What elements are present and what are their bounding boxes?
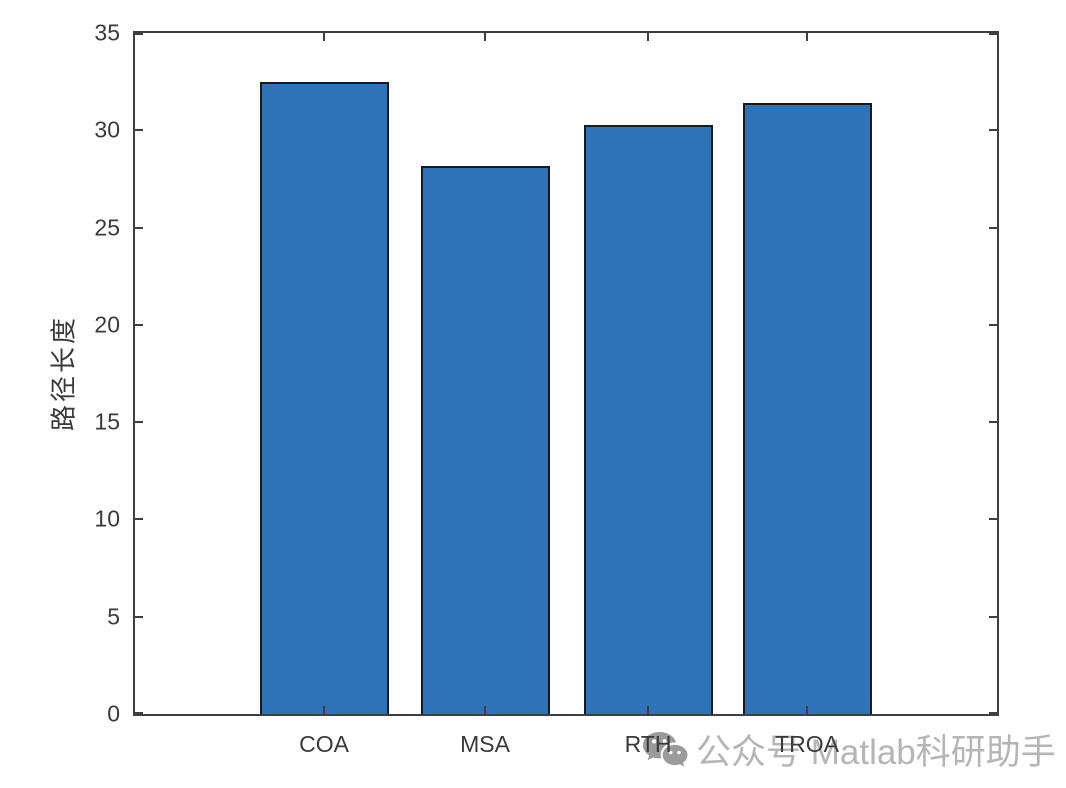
plot-area bbox=[133, 31, 999, 716]
x-tick-mark bbox=[323, 33, 325, 41]
y-tick-label: 35 bbox=[94, 19, 120, 46]
x-tick-label-rth: RTH bbox=[624, 731, 672, 757]
y-tick-mark bbox=[989, 227, 997, 229]
y-tick-mark bbox=[989, 324, 997, 326]
watermark-text: 公众号 Matlab科研助手 bbox=[696, 733, 1056, 772]
x-tick-mark bbox=[806, 33, 808, 41]
y-tick-label: 0 bbox=[107, 700, 120, 727]
y-tick-label: 5 bbox=[107, 603, 120, 630]
x-tick-mark bbox=[647, 706, 649, 714]
y-tick-mark bbox=[135, 518, 143, 520]
y-tick-mark bbox=[135, 129, 143, 131]
x-tick-mark bbox=[484, 33, 486, 41]
x-tick-mark bbox=[806, 706, 808, 714]
y-tick-mark bbox=[989, 518, 997, 520]
x-tick-label-msa: MSA bbox=[460, 731, 510, 757]
x-tick-mark bbox=[323, 706, 325, 714]
y-tick-mark bbox=[135, 421, 143, 423]
y-tick-label: 10 bbox=[94, 505, 120, 532]
y-tick-label: 20 bbox=[94, 311, 120, 338]
y-tick-mark bbox=[135, 712, 143, 714]
x-tick-mark bbox=[484, 706, 486, 714]
y-tick-mark bbox=[135, 616, 143, 618]
y-tick-mark bbox=[989, 129, 997, 131]
bar-coa bbox=[260, 82, 389, 714]
bar-rth bbox=[584, 125, 713, 714]
y-tick-mark bbox=[989, 616, 997, 618]
y-tick-mark bbox=[135, 227, 143, 229]
bar-troa bbox=[743, 103, 872, 714]
x-tick-mark bbox=[647, 33, 649, 41]
watermark: 公众号 Matlab科研助手 bbox=[642, 724, 1056, 775]
y-tick-mark bbox=[989, 712, 997, 714]
x-tick-label-coa: COA bbox=[299, 731, 349, 757]
y-tick-mark bbox=[989, 421, 997, 423]
y-tick-label: 25 bbox=[94, 214, 120, 241]
y-tick-label: 15 bbox=[94, 408, 120, 435]
y-tick-mark bbox=[135, 33, 143, 35]
y-tick-mark bbox=[989, 33, 997, 35]
y-tick-mark bbox=[135, 324, 143, 326]
y-tick-label: 30 bbox=[94, 116, 120, 143]
x-tick-label-troa: TROA bbox=[775, 731, 839, 757]
bar-msa bbox=[421, 166, 550, 714]
